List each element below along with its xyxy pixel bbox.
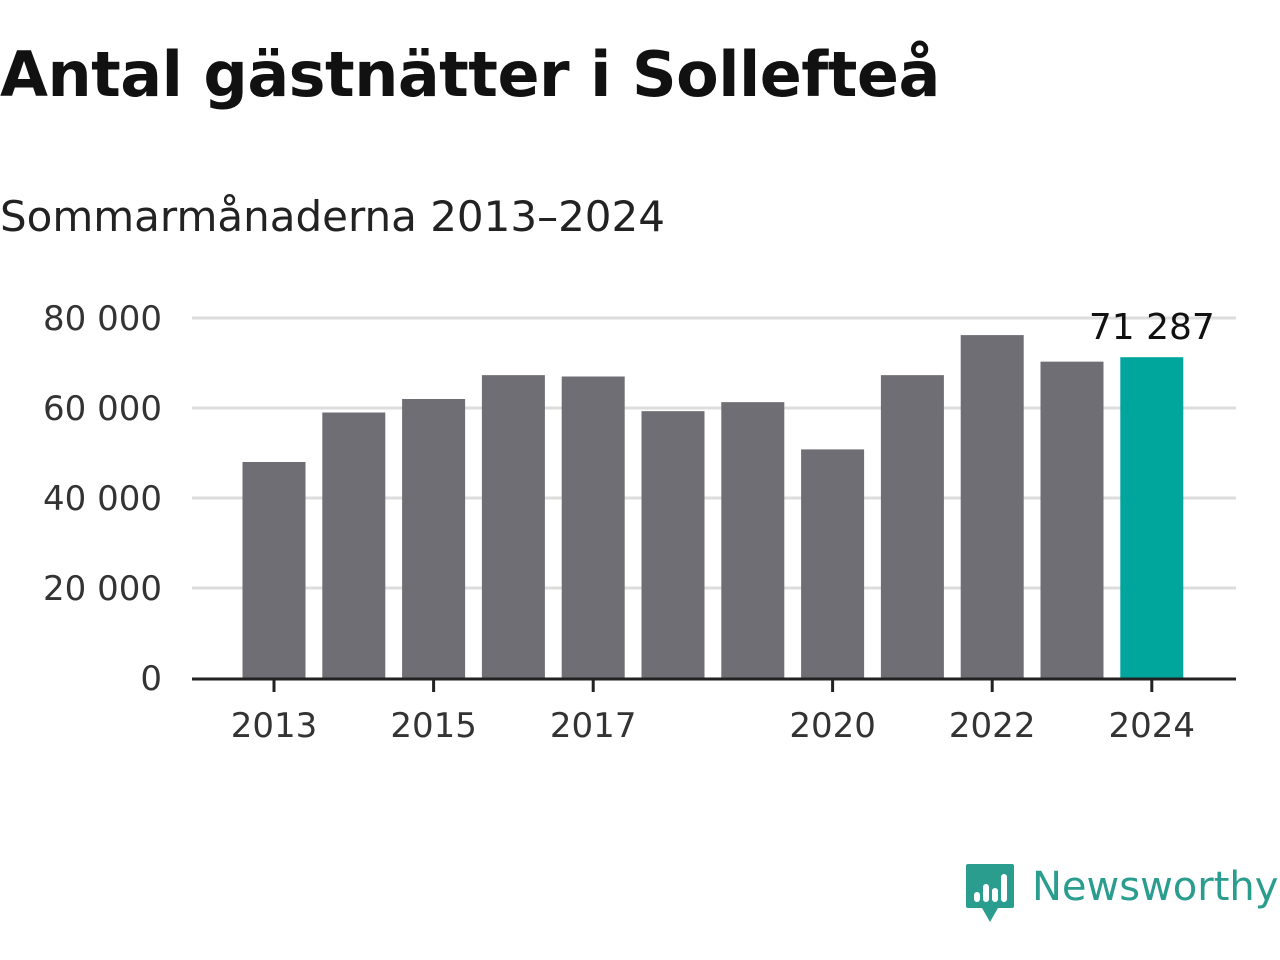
- y-tick-label: 60 000: [43, 389, 162, 429]
- bars: [242, 335, 1184, 678]
- page-title: Antal gästnätter i Sollefteå: [0, 38, 940, 111]
- y-tick-label: 20 000: [43, 569, 162, 609]
- bar-2023: [1040, 361, 1104, 678]
- bar-2024: [1120, 357, 1184, 678]
- bar-2022: [960, 335, 1024, 678]
- y-axis-ticks: 0 20 000 40 000 60 000 80 000: [43, 299, 162, 699]
- x-tick-label: 2020: [789, 706, 876, 746]
- newsworthy-logo-icon: [966, 864, 1014, 922]
- bar-2013: [242, 462, 306, 678]
- bar-2015: [402, 399, 466, 678]
- data-labels: 71 287: [1089, 307, 1215, 348]
- brand-name: Newsworthy: [1032, 864, 1279, 910]
- x-tick-label: 2013: [231, 706, 318, 746]
- y-tick-label: 40 000: [43, 479, 162, 519]
- x-tick-label: 2022: [949, 706, 1036, 746]
- x-axis-ticks: 2013 2015 2017 2020 2022 2024: [231, 679, 1195, 746]
- x-tick-label: 2017: [550, 706, 637, 746]
- bar-2019: [721, 402, 785, 678]
- y-tick-label: 80 000: [43, 299, 162, 339]
- page-subtitle: Sommarmånaderna 2013–2024: [0, 192, 665, 241]
- x-tick-label: 2024: [1109, 706, 1196, 746]
- bar-2017: [561, 376, 625, 678]
- bar-2016: [481, 375, 545, 678]
- bar-2014: [322, 412, 386, 678]
- bar-2018: [641, 411, 705, 678]
- highlight-value-label: 71 287: [1089, 307, 1215, 348]
- y-tick-label: 0: [140, 659, 162, 699]
- brand-logo: Newsworthy: [964, 862, 1278, 926]
- x-tick-label: 2015: [390, 706, 477, 746]
- bar-2021: [880, 375, 944, 678]
- bar-2020: [801, 449, 865, 678]
